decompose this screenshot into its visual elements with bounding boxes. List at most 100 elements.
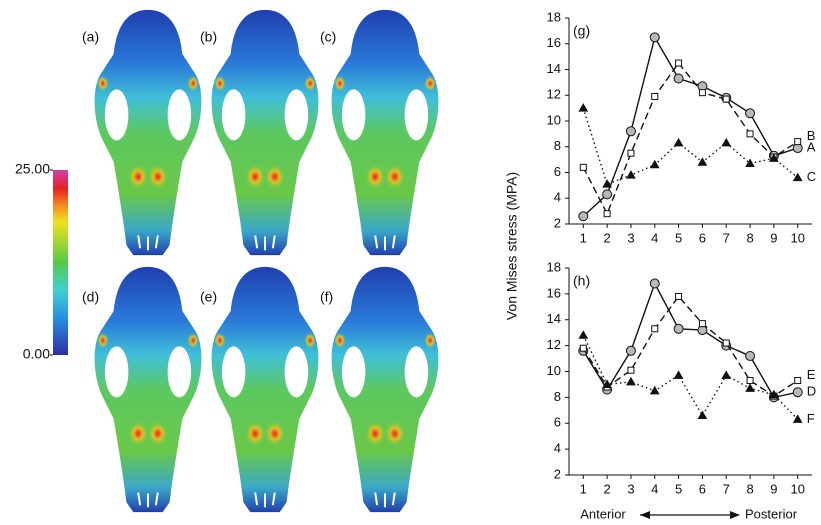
x-tick-label: 7 [723, 230, 730, 245]
point [578, 103, 589, 112]
skull [93, 8, 203, 257]
x-tick-label: 6 [699, 230, 706, 245]
point [675, 59, 683, 67]
arrow-heads [640, 511, 740, 519]
point [673, 73, 684, 84]
point [578, 330, 589, 339]
point [697, 157, 708, 166]
x-tick-label: 4 [651, 230, 658, 245]
y-tick-label: 10 [547, 363, 561, 378]
x-tick-label: 8 [746, 481, 753, 496]
point [792, 387, 803, 398]
series-label: A [807, 139, 816, 154]
series-label: F [807, 411, 815, 426]
point [722, 95, 730, 103]
point [745, 158, 755, 167]
point [627, 366, 635, 374]
x-tick-label: 5 [675, 481, 682, 496]
series-line [582, 61, 799, 216]
x-tick-label: 4 [651, 481, 658, 496]
series-line [582, 35, 798, 217]
y-tick-label: 6 [554, 164, 561, 179]
point [602, 179, 612, 188]
point [627, 149, 635, 157]
skull [210, 8, 320, 257]
x-tick-label: 8 [746, 230, 753, 245]
y-tick-label: 16 [547, 35, 561, 50]
point [745, 108, 756, 119]
point [626, 170, 636, 179]
point [651, 325, 659, 333]
x-tick-label: 1 [580, 230, 587, 245]
x-tick-label: 5 [675, 230, 682, 245]
y-tick-label: 8 [554, 138, 561, 153]
point [578, 211, 589, 222]
x-tick-label: 10 [790, 481, 804, 496]
panel-label: (b) [200, 29, 217, 45]
point [649, 159, 660, 169]
panel-label: (f) [320, 289, 333, 305]
point [625, 126, 636, 137]
series-label: B [807, 128, 816, 143]
series-label: D [807, 384, 816, 399]
x-tick-label: 9 [770, 230, 777, 245]
x-tick-label: 9 [770, 481, 777, 496]
point [673, 323, 684, 334]
point [579, 344, 587, 352]
panel-label: (d) [82, 289, 99, 305]
colorbar [53, 170, 68, 355]
y-tick-label: 4 [554, 441, 561, 456]
x-tick-label: 6 [699, 481, 706, 496]
point [649, 32, 660, 43]
x-tick-label: 1 [580, 481, 587, 496]
y-tick-label: 14 [547, 61, 561, 76]
skull-images [93, 8, 440, 514]
x-tick-label: 3 [627, 481, 634, 496]
y-tick-label: 2 [554, 466, 561, 481]
x-tick-label: 2 [604, 230, 611, 245]
colorbar-label: 25.00 [15, 161, 50, 177]
y-tick-label: 6 [554, 415, 561, 430]
point [603, 210, 611, 218]
point [602, 189, 613, 200]
chart-title: (g) [573, 23, 590, 39]
y-tick-label: 16 [547, 285, 561, 300]
point [698, 320, 706, 328]
x-tick-label: 10 [790, 230, 804, 245]
y-tick-label: 18 [547, 9, 561, 24]
anterior-label: Anterior [580, 506, 626, 521]
panel-label: (c) [320, 29, 336, 45]
point [697, 410, 708, 419]
panel-label: (e) [200, 289, 217, 305]
point [769, 389, 779, 399]
chart-title: (h) [573, 273, 590, 289]
point [675, 292, 683, 300]
point [649, 278, 660, 289]
series-line [582, 281, 798, 399]
series-line [582, 295, 799, 397]
point [794, 138, 802, 146]
x-tick-label: 2 [604, 481, 611, 496]
point [651, 93, 659, 101]
y-tick-label: 8 [554, 389, 561, 404]
point [579, 163, 587, 171]
point [698, 89, 706, 97]
point [649, 385, 660, 395]
posterior-label: Posterior [745, 506, 798, 521]
panel-label: (a) [82, 29, 99, 45]
point [626, 376, 636, 386]
skull [210, 265, 320, 514]
point [673, 370, 684, 379]
y-tick-label: 2 [554, 215, 561, 230]
skull [93, 265, 203, 514]
y-tick-label: 14 [547, 311, 561, 326]
point [602, 379, 612, 388]
x-tick-label: 7 [723, 481, 730, 496]
y-axis-label: Von Mises stress (MPA) [504, 172, 520, 320]
point [722, 339, 730, 347]
point [769, 153, 779, 162]
point [792, 172, 803, 182]
series-label: E [807, 367, 816, 382]
y-tick-label: 4 [554, 190, 561, 205]
